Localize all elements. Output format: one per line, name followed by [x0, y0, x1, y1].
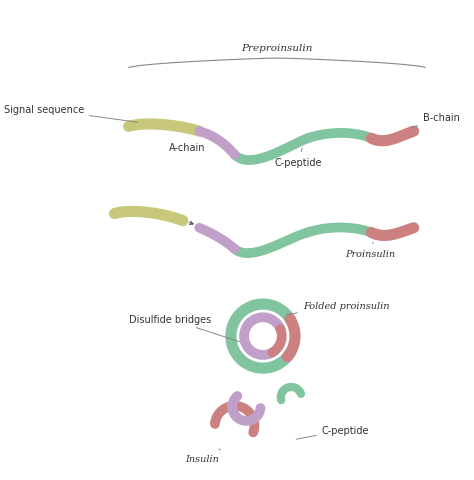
Text: A-chain: A-chain	[169, 141, 213, 153]
Text: Folded proinsulin: Folded proinsulin	[287, 301, 390, 315]
Text: Proinsulin: Proinsulin	[346, 243, 395, 258]
Text: Signal sequence: Signal sequence	[4, 105, 137, 123]
Text: Insulin: Insulin	[185, 449, 220, 463]
Text: B-chain: B-chain	[411, 113, 460, 129]
Text: Disulfide bridges: Disulfide bridges	[128, 314, 241, 343]
Text: C-peptide: C-peptide	[296, 425, 369, 439]
Text: Preproinsulin: Preproinsulin	[241, 44, 313, 53]
Text: C-peptide: C-peptide	[275, 149, 322, 168]
